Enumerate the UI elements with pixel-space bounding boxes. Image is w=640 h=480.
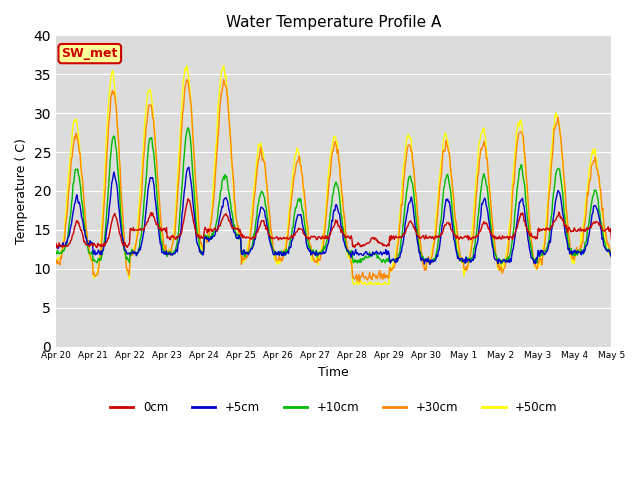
Y-axis label: Temperature ( C): Temperature ( C) xyxy=(15,138,28,244)
Legend: 0cm, +5cm, +10cm, +30cm, +50cm: 0cm, +5cm, +10cm, +30cm, +50cm xyxy=(105,396,563,419)
X-axis label: Time: Time xyxy=(318,366,349,379)
Title: Water Temperature Profile A: Water Temperature Profile A xyxy=(226,15,442,30)
Text: SW_met: SW_met xyxy=(61,47,118,60)
